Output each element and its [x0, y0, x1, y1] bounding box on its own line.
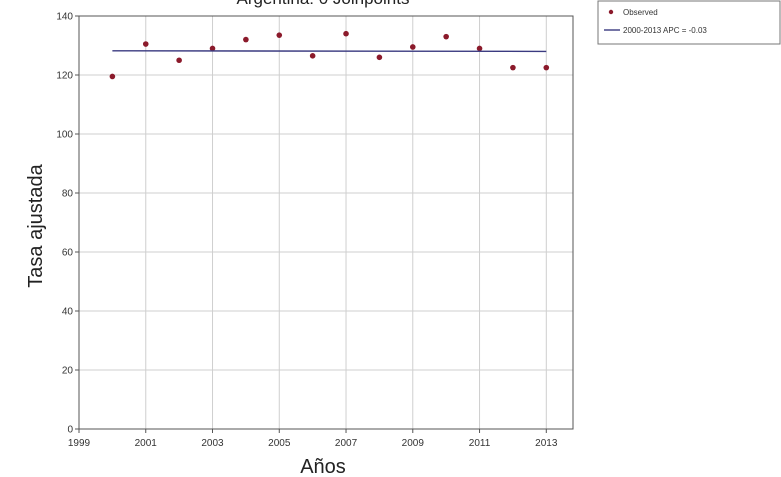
- data-point: [443, 33, 449, 40]
- x-tick-label: 2007: [335, 438, 358, 449]
- x-tick-label: 2011: [469, 438, 491, 449]
- x-tick-label: 2001: [135, 438, 158, 449]
- y-axis-label: Tasa ajustada: [25, 163, 47, 287]
- legend-box: [597, 0, 781, 45]
- data-point: [142, 41, 149, 47]
- legend-label-observed: Observed: [623, 8, 658, 17]
- x-axis-label: Años: [300, 456, 346, 477]
- data-point: [209, 45, 216, 52]
- x-tick-label: 2009: [402, 438, 425, 449]
- data-point: [243, 36, 249, 43]
- data-point: [510, 64, 516, 71]
- y-tick-label: 80: [62, 189, 74, 200]
- x-tick-label: 1999: [68, 438, 91, 449]
- y-tick-label: 140: [56, 12, 73, 23]
- y-tick-label: 60: [62, 248, 74, 259]
- y-tick-label: 120: [56, 71, 73, 82]
- y-tick-label: 100: [56, 130, 73, 141]
- x-tick-label: 2005: [268, 438, 291, 449]
- grid: [79, 16, 573, 429]
- legend-label-trend: 2000-2013 APC = -0.03: [623, 26, 707, 35]
- data-point: [109, 73, 116, 80]
- x-tick-label: 2013: [535, 438, 558, 449]
- data-point: [276, 32, 283, 38]
- legend-marker-observed: [608, 9, 614, 15]
- series-layer: [109, 30, 550, 80]
- trend-line: [112, 50, 547, 53]
- data-point: [176, 57, 182, 64]
- plot-frame: [78, 15, 574, 430]
- data-point: [309, 53, 316, 59]
- data-point: [376, 54, 383, 61]
- chart-title: Argentina: 0 Joinpoints: [237, 0, 410, 8]
- data-point: [476, 45, 483, 52]
- y-tick-label: 0: [67, 425, 73, 436]
- y-tick-label: 20: [62, 366, 74, 377]
- y-tick-label: 40: [62, 307, 74, 318]
- legend: Observed 2000-2013 APC = -0.03: [597, 0, 781, 45]
- data-point: [409, 44, 416, 50]
- axis-ticks: 1999 2001 2003 2005 2007 2009 2011 2013 0 20 40 60 8…: [56, 12, 558, 450]
- data-point: [343, 30, 349, 37]
- data-point: [543, 64, 550, 71]
- x-tick-label: 2003: [201, 438, 224, 449]
